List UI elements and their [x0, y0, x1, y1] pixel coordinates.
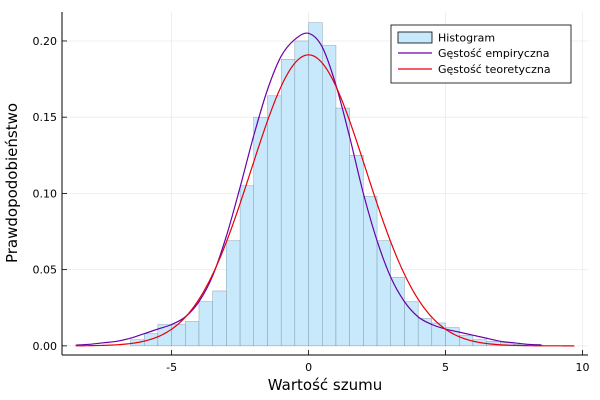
x-tick-label: 10: [576, 361, 590, 374]
theoretical-density-line: [75, 54, 575, 347]
y-ticks: 0.00 0.05 0.10 0.15 0.20: [33, 35, 67, 353]
histogram-bar: [185, 321, 200, 347]
histogram-bar: [308, 22, 323, 347]
histogram-bar: [226, 240, 241, 347]
histogram-bar: [335, 107, 350, 347]
histogram-bar: [294, 40, 309, 347]
histogram-bar: [322, 45, 337, 347]
histogram-bar: [390, 277, 405, 347]
axes: [61, 12, 588, 356]
x-tick-label: 5: [442, 361, 449, 374]
y-tick-label: 0.05: [33, 264, 58, 277]
empirical-density-line: [75, 32, 542, 346]
histogram-bar: [239, 185, 254, 347]
legend-histogram-swatch: [397, 31, 433, 44]
density-lines: [75, 32, 575, 347]
y-tick-label: 0.10: [33, 187, 58, 200]
histogram-bar: [417, 318, 433, 347]
histogram-bar: [267, 95, 282, 347]
legend-label-theoretical: Gęstość teoretyczna: [438, 63, 551, 76]
legend-label-histogram: Histogram: [438, 32, 495, 45]
histogram-bar: [404, 301, 419, 347]
x-tick-label: 0: [305, 361, 312, 374]
histogram-bar: [212, 290, 227, 347]
x-ticks: -5 0 5 10: [166, 350, 590, 374]
histogram-bar: [253, 116, 268, 347]
x-axis-title: Wartość szumu: [268, 376, 382, 394]
histogram-bar: [376, 240, 391, 347]
x-tick-label: -5: [166, 361, 177, 374]
legend-label-empirical: Gęstość empiryczna: [438, 47, 549, 60]
y-tick-label: 0.00: [33, 340, 58, 353]
y-axis-title: Prawdopodobieństwo: [3, 103, 21, 263]
y-tick-label: 0.15: [33, 111, 58, 124]
histogram-bar: [280, 59, 296, 347]
histogram-bar: [198, 301, 213, 347]
y-tick-label: 0.20: [33, 35, 58, 48]
legend: Histogram Gęstość empiryczna Gęstość teo…: [390, 24, 572, 84]
